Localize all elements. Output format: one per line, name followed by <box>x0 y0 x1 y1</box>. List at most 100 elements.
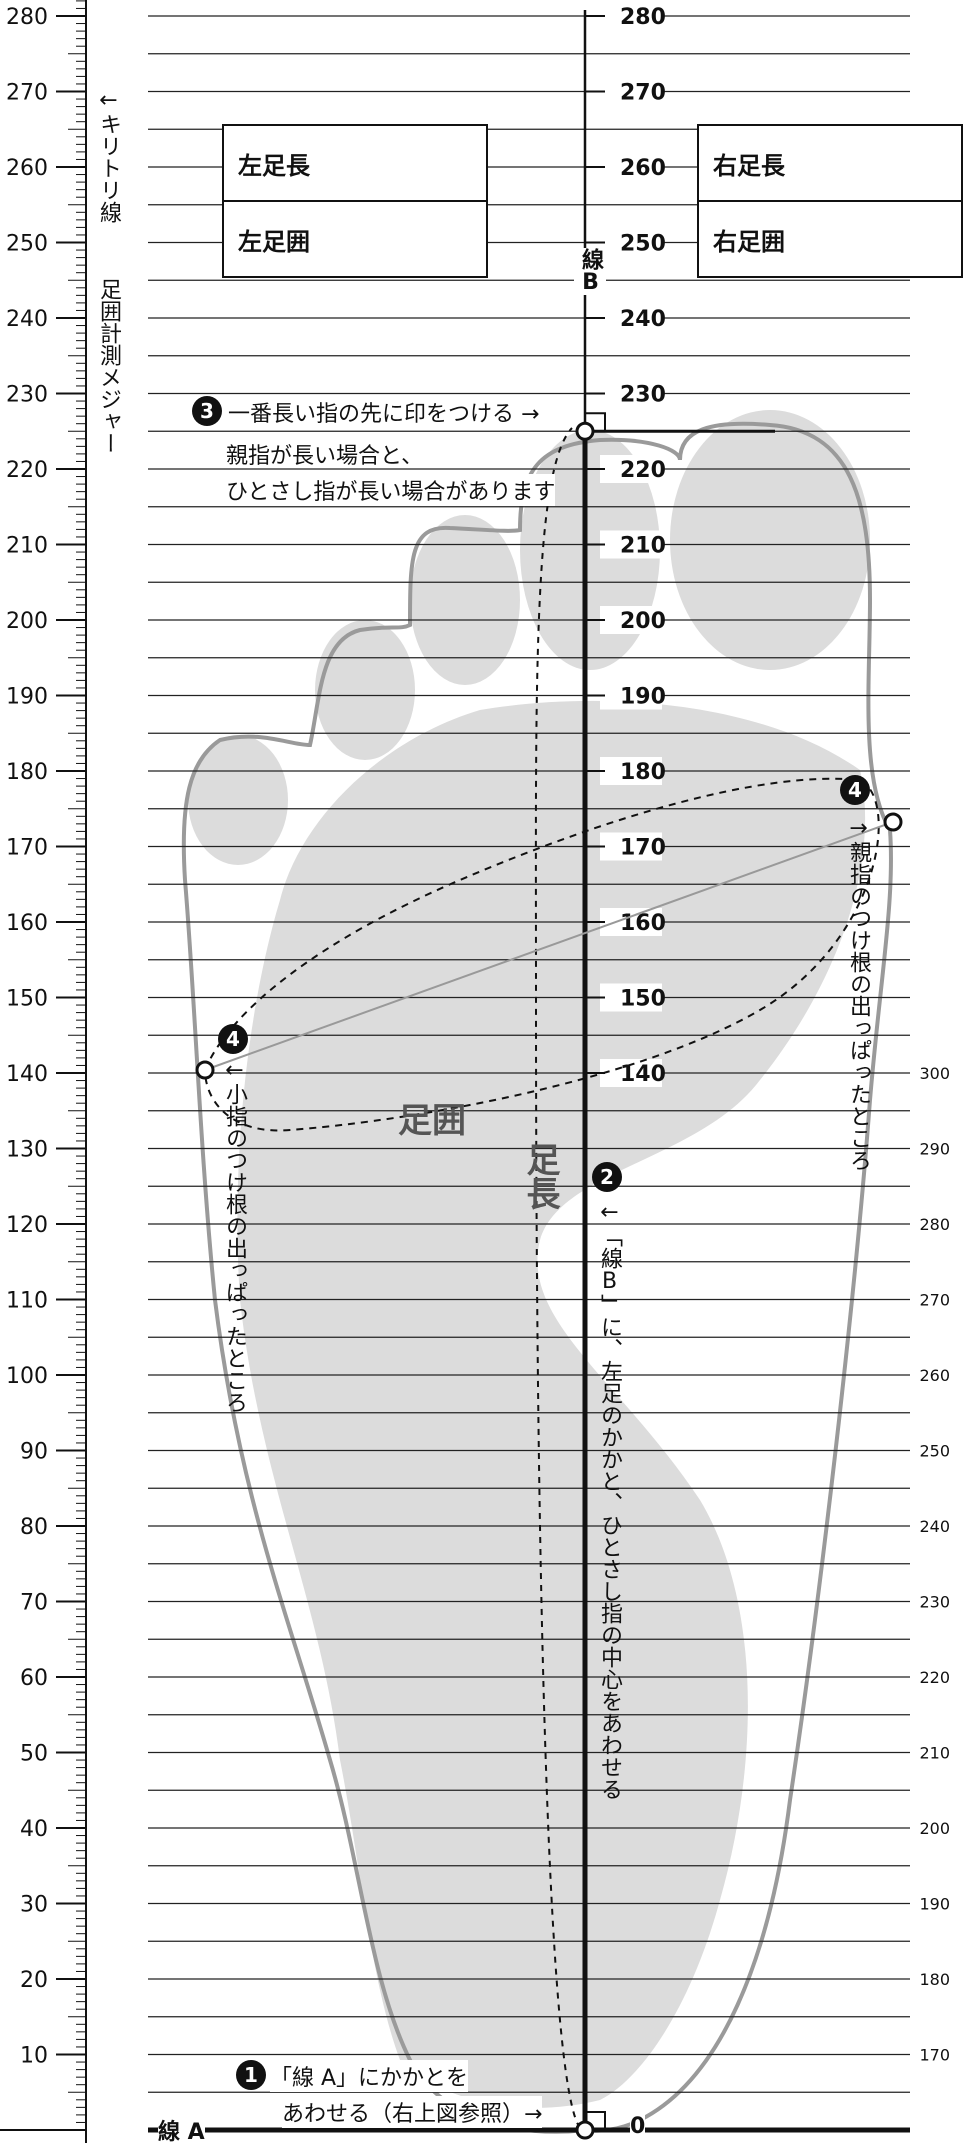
step3-number: 3 <box>192 396 222 426</box>
right-scale-number: 210 <box>919 1744 950 1763</box>
ruler-number: 230 <box>6 383 48 408</box>
right-scale-number: 170 <box>919 2046 950 2065</box>
right-scale-number: 260 <box>919 1366 950 1385</box>
ruler-number: 210 <box>6 534 48 559</box>
toe-marker <box>575 421 595 441</box>
center-label-bg <box>600 228 662 257</box>
right-scale-number: 280 <box>919 1215 950 1234</box>
right-scale-number: 270 <box>919 1291 950 1310</box>
ruler-number: 10 <box>20 2044 48 2069</box>
right-scale-number: 240 <box>919 1517 950 1536</box>
ruler-number: 40 <box>20 1817 48 1842</box>
right-scale-number: 290 <box>919 1140 950 1159</box>
ruler-number: 170 <box>6 836 48 861</box>
ruler-number: 80 <box>20 1515 48 1540</box>
ruler-number: 220 <box>6 458 48 483</box>
center-number: 200 <box>620 609 666 634</box>
length-dashed-line <box>534 427 581 2129</box>
center-number: 190 <box>620 685 666 710</box>
ruler-number: 280 <box>6 5 48 30</box>
line-b-label: 線B <box>574 248 606 295</box>
center-label-bg <box>600 908 662 936</box>
ruler-number: 70 <box>20 1591 48 1616</box>
right-foot-girth-box[interactable]: 右足囲 <box>697 200 963 278</box>
step4-left-text: ←小指のつけ根の出っぱったところ <box>222 1058 247 1413</box>
center-label-bg <box>600 681 662 710</box>
foot-sole-shape <box>237 700 866 2108</box>
measure-grid: 2802702602502402302202102001901801701601… <box>0 0 950 2143</box>
measure-label: 足囲計測メジャー <box>96 278 121 454</box>
ruler-number: 270 <box>6 81 48 106</box>
length-label: 足長 <box>520 1142 560 1210</box>
step1-line2: あわせる（右上図参照）→ <box>282 2096 543 2128</box>
center-number: 160 <box>620 911 666 936</box>
center-label-bg <box>600 757 662 785</box>
center-number: 170 <box>620 836 666 861</box>
step4-left-number: 4 <box>218 1024 248 1054</box>
center-number: 140 <box>620 1062 666 1087</box>
ruler-number: 150 <box>6 987 48 1012</box>
ruler-number: 240 <box>6 307 48 332</box>
ruler-number: 140 <box>6 1062 48 1087</box>
center-label-bg <box>600 77 662 106</box>
ruler-number: 190 <box>6 685 48 710</box>
ruler-number: 260 <box>6 156 48 181</box>
step3-line3: ひとさし指が長い場合があります <box>226 474 556 506</box>
center-number: 280 <box>620 5 666 30</box>
ruler-number: 160 <box>6 911 48 936</box>
ruler-number: 200 <box>6 609 48 634</box>
third-toe-pad <box>410 515 520 685</box>
cut-line-label: ←キリトリ線 <box>96 88 121 223</box>
center-label-bg <box>600 530 662 559</box>
ruler-number: 110 <box>6 1289 48 1314</box>
step2-text: ←「線B」に、左足のかかと、ひとさし指の中心をあわせる <box>597 1200 622 1800</box>
center-number: 180 <box>620 760 666 785</box>
step4-right-text: →親指のつけ根の出っぱったところ <box>846 816 871 1171</box>
heel-marker <box>575 2120 595 2140</box>
girth-dashed-loop <box>203 777 880 1132</box>
ruler-number: 100 <box>6 1364 48 1389</box>
center-label-bg <box>600 606 662 634</box>
center-number: 220 <box>620 458 666 483</box>
ruler-number: 130 <box>6 1138 48 1163</box>
foot-outline <box>181 421 893 2134</box>
fourth-toe-pad <box>315 620 415 760</box>
step3-line2: 親指が長い場合と、 <box>226 444 424 469</box>
ruler-number: 90 <box>20 1440 48 1465</box>
ruler-number: 50 <box>20 1742 48 1767</box>
annotation-layer <box>195 412 903 2140</box>
fifth-toe-pad <box>188 735 288 865</box>
center-label-bg <box>600 153 662 181</box>
left-foot-length-box[interactable]: 左足長 <box>222 124 488 202</box>
big-toe-pad <box>670 410 870 670</box>
step3-line1: 一番長い指の先に印をつける → <box>228 402 540 427</box>
center-number: 230 <box>620 383 666 408</box>
girth-left-marker <box>195 1060 215 1080</box>
foot-shading <box>188 410 870 2108</box>
zero-label: 0 <box>630 2114 646 2139</box>
center-label-bg <box>600 832 662 861</box>
center-label-bg <box>600 983 662 1012</box>
center-number: 260 <box>620 156 666 181</box>
left-foot-girth-box[interactable]: 左足囲 <box>222 200 488 278</box>
center-label-bg <box>600 2 662 30</box>
ruler-number: 30 <box>20 1893 48 1918</box>
girth-label: 足囲 <box>398 1101 466 1141</box>
right-scale-number: 220 <box>919 1668 950 1687</box>
right-scale-number: 300 <box>919 1064 950 1083</box>
step2-number: 2 <box>592 1162 622 1192</box>
right-scale-number: 180 <box>919 1970 950 1989</box>
right-scale-number: 230 <box>919 1593 950 1612</box>
step1-line1: 「線 A」にかかとを <box>270 2060 469 2092</box>
right-foot-length-box[interactable]: 右足長 <box>697 124 963 202</box>
ruler-number: 180 <box>6 760 48 785</box>
center-number: 150 <box>620 987 666 1012</box>
center-label-bg <box>600 379 662 408</box>
step1-number: 1 <box>236 2060 266 2090</box>
right-scale-number: 200 <box>919 1819 950 1838</box>
center-label-bg <box>600 304 662 332</box>
center-number: 250 <box>620 232 666 257</box>
line-a-label: 線 A <box>158 2114 205 2146</box>
